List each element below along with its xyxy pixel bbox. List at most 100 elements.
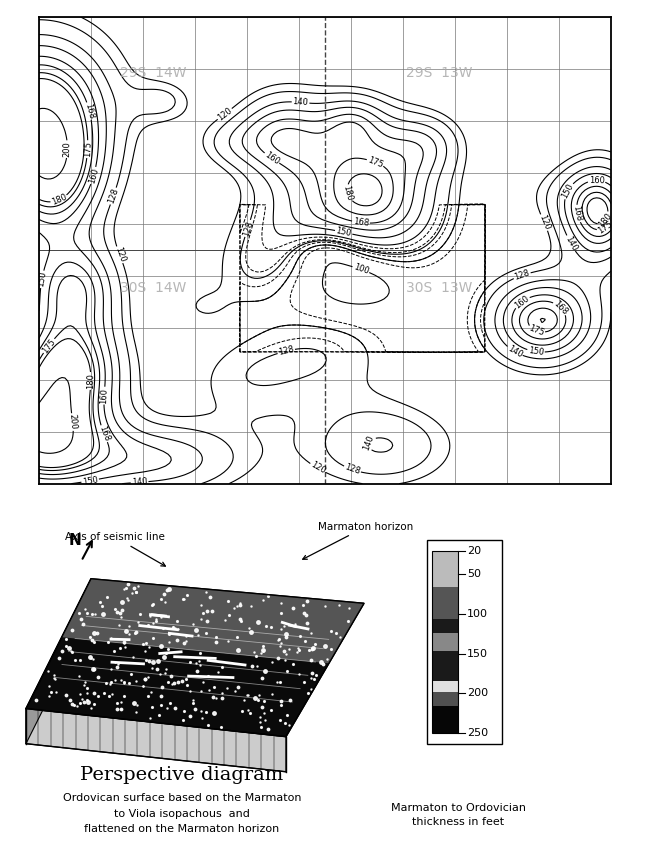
Bar [432,595,458,597]
Bar [432,656,458,657]
Bar [432,566,458,568]
Bar [432,699,458,701]
Bar [432,730,458,732]
Bar [432,701,458,703]
Bar [432,550,458,733]
Bar [432,599,458,601]
Bar [432,672,458,674]
Bar [432,623,458,625]
Bar [432,692,458,693]
Bar [432,687,458,689]
Bar [432,560,458,562]
Text: 168: 168 [352,217,369,228]
Polygon shape [26,709,286,772]
Bar [432,589,458,590]
Bar [427,540,502,744]
Text: 160: 160 [87,167,100,184]
Bar [432,693,458,695]
Bar [432,670,458,672]
Bar [432,617,458,619]
Bar [432,605,458,607]
Bar [432,596,458,597]
Bar [432,637,458,639]
Bar [432,552,458,554]
Text: 200: 200 [467,688,488,698]
Bar [432,709,458,710]
Bar [432,607,458,609]
Bar [432,611,458,613]
Text: 100: 100 [352,263,370,276]
Text: 50: 50 [467,569,481,580]
Text: 150: 150 [82,475,99,486]
Bar [432,722,458,724]
Bar [432,724,458,726]
Bar [432,704,458,706]
Bar [432,713,458,715]
Bar [432,666,458,668]
Bar [432,652,458,654]
Bar [432,627,458,628]
Bar [432,562,458,564]
Bar [432,648,458,650]
Bar [432,574,458,575]
Bar [432,716,458,718]
Text: 180: 180 [86,373,96,389]
Bar [432,691,458,693]
Bar [432,603,458,605]
Bar [432,555,458,556]
Bar [432,684,458,686]
Text: 180: 180 [342,184,354,202]
Bar [432,584,458,586]
Bar [432,593,458,595]
Bar [432,678,458,680]
Text: 175: 175 [40,336,57,354]
Bar [432,575,458,577]
Bar [432,686,458,687]
Text: 180: 180 [50,193,68,207]
Text: Ordovican surface based on the Marmaton
to Viola isopachous  and
flattened on th: Ordovican surface based on the Marmaton … [63,794,301,835]
Bar [432,639,458,640]
Bar [432,718,458,720]
Bar [432,615,458,616]
Bar [432,695,458,697]
Bar [432,609,458,610]
Bar [432,677,458,679]
Text: 150: 150 [528,346,544,357]
Bar [432,554,458,556]
Text: 30S  13W: 30S 13W [406,281,473,294]
Bar [432,643,458,645]
Text: 150: 150 [36,270,47,288]
Text: 175: 175 [596,219,614,235]
Text: 120: 120 [113,246,127,264]
Text: 100: 100 [467,609,488,619]
Text: 175: 175 [83,141,92,158]
Text: 175: 175 [527,324,545,338]
Bar [432,616,458,617]
Bar [432,689,458,691]
Text: 175: 175 [366,155,384,169]
Text: 150: 150 [335,226,352,238]
Text: N: N [68,532,81,548]
Polygon shape [62,579,364,663]
Polygon shape [26,579,364,737]
Bar [432,640,458,642]
Bar [432,683,458,685]
Bar [432,680,458,681]
Text: 168: 168 [571,205,584,223]
Bar [432,710,458,712]
Bar [432,642,458,644]
Bar [432,597,458,599]
Bar [432,725,458,727]
Bar [432,550,458,552]
Bar [432,650,458,651]
Text: 140: 140 [131,477,148,487]
Text: 120: 120 [537,213,551,231]
Bar [432,581,458,583]
Bar [432,668,458,669]
Bar [432,728,458,730]
Bar [432,705,458,707]
Bar [432,707,458,709]
Bar [432,572,458,574]
Text: Marmaton horizon: Marmaton horizon [303,521,414,559]
Text: Marmaton to Ordovician
thickness in feet: Marmaton to Ordovician thickness in feet [391,803,526,828]
